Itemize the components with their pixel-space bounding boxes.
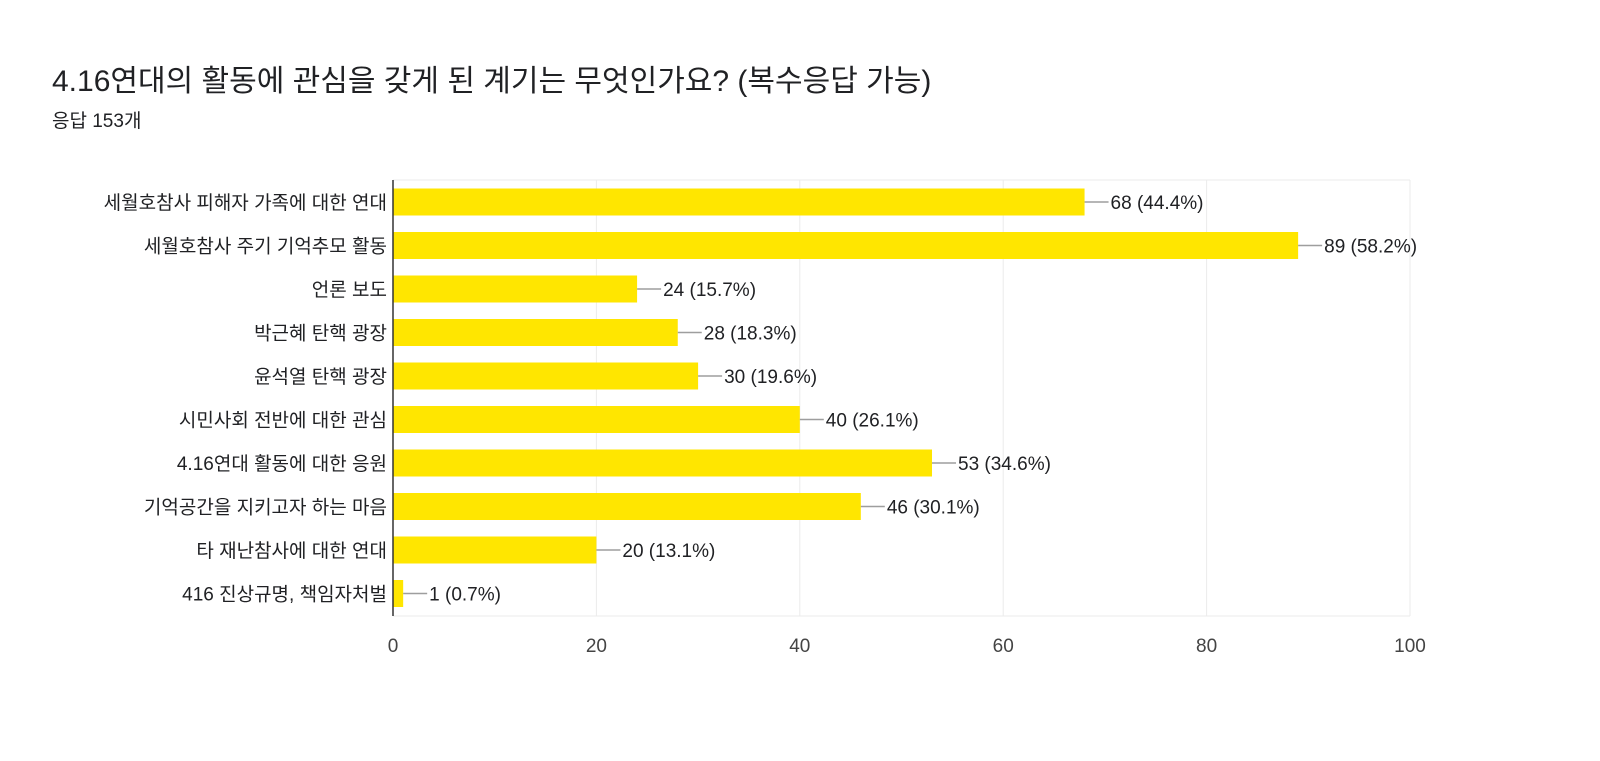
data-label: 30 (19.6%) (724, 367, 817, 388)
data-label: 24 (15.7%) (663, 280, 756, 301)
bar (393, 406, 800, 433)
bar (393, 536, 597, 564)
page-title: 4.16연대의 활동에 관심을 갖게 된 계기는 무엇인가요? (복수응답 가능… (52, 65, 932, 98)
category-label: 윤석열 탄핵 광장 (254, 366, 387, 388)
bar (393, 493, 861, 520)
category-label: 시민사회 전반에 대한 관심 (179, 410, 387, 432)
bar (393, 275, 638, 303)
bar (393, 188, 1085, 216)
category-label: 타 재난참사에 대한 연대 (196, 540, 387, 562)
x-tick-label: 80 (1196, 636, 1217, 657)
category-label: 세월호참사 피해자 가족에 대한 연대 (104, 192, 387, 214)
x-tick-label: 60 (993, 636, 1014, 657)
data-label: 46 (30.1%) (887, 498, 980, 519)
x-tick-label: 0 (388, 636, 399, 657)
category-label: 박근혜 탄핵 광장 (254, 323, 387, 345)
bar (393, 449, 933, 477)
data-label: 68 (44.4%) (1111, 193, 1204, 214)
data-label: 1 (0.7%) (429, 585, 501, 606)
category-label: 416 진상규명, 책임자처벌 (182, 584, 387, 606)
data-label: 28 (18.3%) (704, 324, 797, 345)
category-label: 세월호참사 주기 기억추모 활동 (144, 236, 387, 258)
data-label: 20 (13.1%) (622, 541, 715, 562)
bar (393, 580, 404, 607)
category-label: 언론 보도 (312, 279, 387, 301)
x-tick-label: 20 (586, 636, 607, 657)
data-label: 53 (34.6%) (958, 454, 1051, 475)
x-tick-label: 40 (789, 636, 810, 657)
bar (393, 232, 1299, 259)
x-tick-label: 100 (1394, 636, 1426, 657)
data-label: 89 (58.2%) (1324, 237, 1417, 258)
bar (393, 319, 678, 346)
data-label: 40 (26.1%) (826, 411, 919, 432)
category-label: 4.16연대 활동에 대한 응원 (177, 453, 387, 475)
response-count: 응답 153개 (52, 111, 142, 132)
category-label: 기억공간을 지키고자 하는 마음 (144, 497, 387, 519)
bar (393, 362, 699, 390)
